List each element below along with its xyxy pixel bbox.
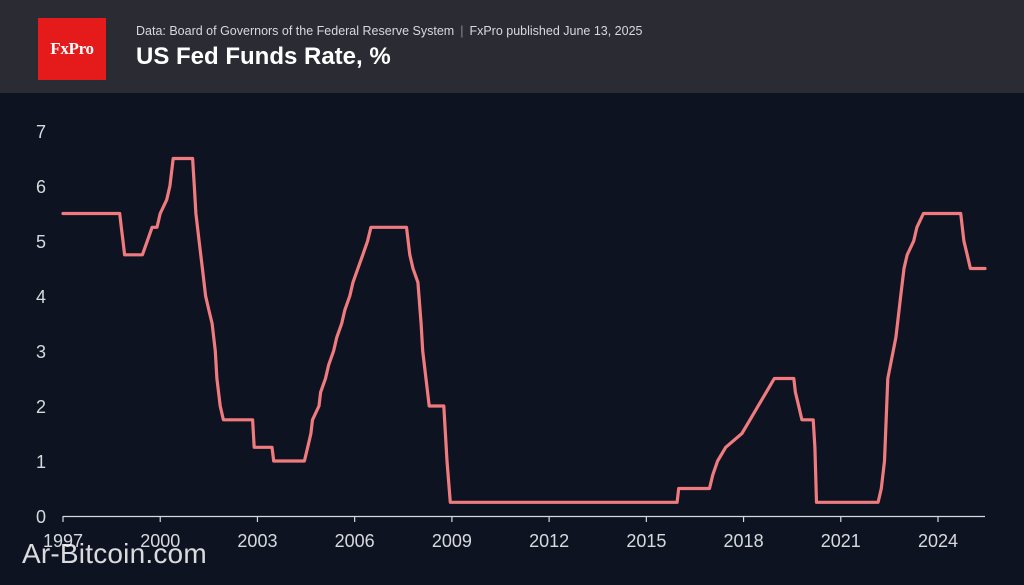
x-tick-label: 2009 bbox=[432, 531, 472, 551]
x-tick-label: 2003 bbox=[237, 531, 277, 551]
x-tick-label: 1997 bbox=[43, 531, 83, 551]
fxpro-logo: FxPro bbox=[38, 18, 106, 80]
y-tick-label: 3 bbox=[36, 342, 46, 362]
x-tick-label: 2012 bbox=[529, 531, 569, 551]
y-tick-label: 4 bbox=[36, 287, 46, 307]
x-tick-label: 2018 bbox=[724, 531, 764, 551]
y-tick-label: 2 bbox=[36, 397, 46, 417]
x-tick-label: 2015 bbox=[626, 531, 666, 551]
x-tick-label: 2000 bbox=[140, 531, 180, 551]
separator: | bbox=[460, 24, 464, 38]
chart-title: US Fed Funds Rate, % bbox=[136, 43, 391, 70]
x-axis-ticks: 1997 2000 2003 2006 2009 2012 2015 2018 2021 2024 bbox=[43, 516, 958, 551]
y-tick-label: 5 bbox=[36, 232, 46, 252]
fed-funds-rate-line bbox=[61, 156, 987, 504]
x-tick-label: 2021 bbox=[821, 531, 861, 551]
published-date: FxPro published June 13, 2025 bbox=[469, 24, 643, 38]
x-tick-label: 2024 bbox=[918, 531, 958, 551]
data-source: Data: Board of Governors of the Federal … bbox=[136, 24, 455, 38]
line-chart: 0 1 2 3 4 5 6 7 1997 2000 2003 2006 2009 2012 2015 201… bbox=[36, 122, 987, 551]
y-tick-label: 7 bbox=[36, 122, 46, 142]
y-tick-label: 1 bbox=[36, 452, 46, 472]
data-source-line: Data: Board of Governors of the Federal … bbox=[136, 24, 643, 38]
chart-header: FxPro Data: Board of Governors of the Fe… bbox=[0, 0, 1024, 93]
y-tick-label: 0 bbox=[36, 507, 46, 527]
watermark: Ar-Bitcoin.com bbox=[22, 538, 207, 569]
y-tick-label: 6 bbox=[36, 177, 46, 197]
x-tick-label: 2006 bbox=[335, 531, 375, 551]
y-axis-ticks: 0 1 2 3 4 5 6 7 bbox=[36, 122, 46, 527]
